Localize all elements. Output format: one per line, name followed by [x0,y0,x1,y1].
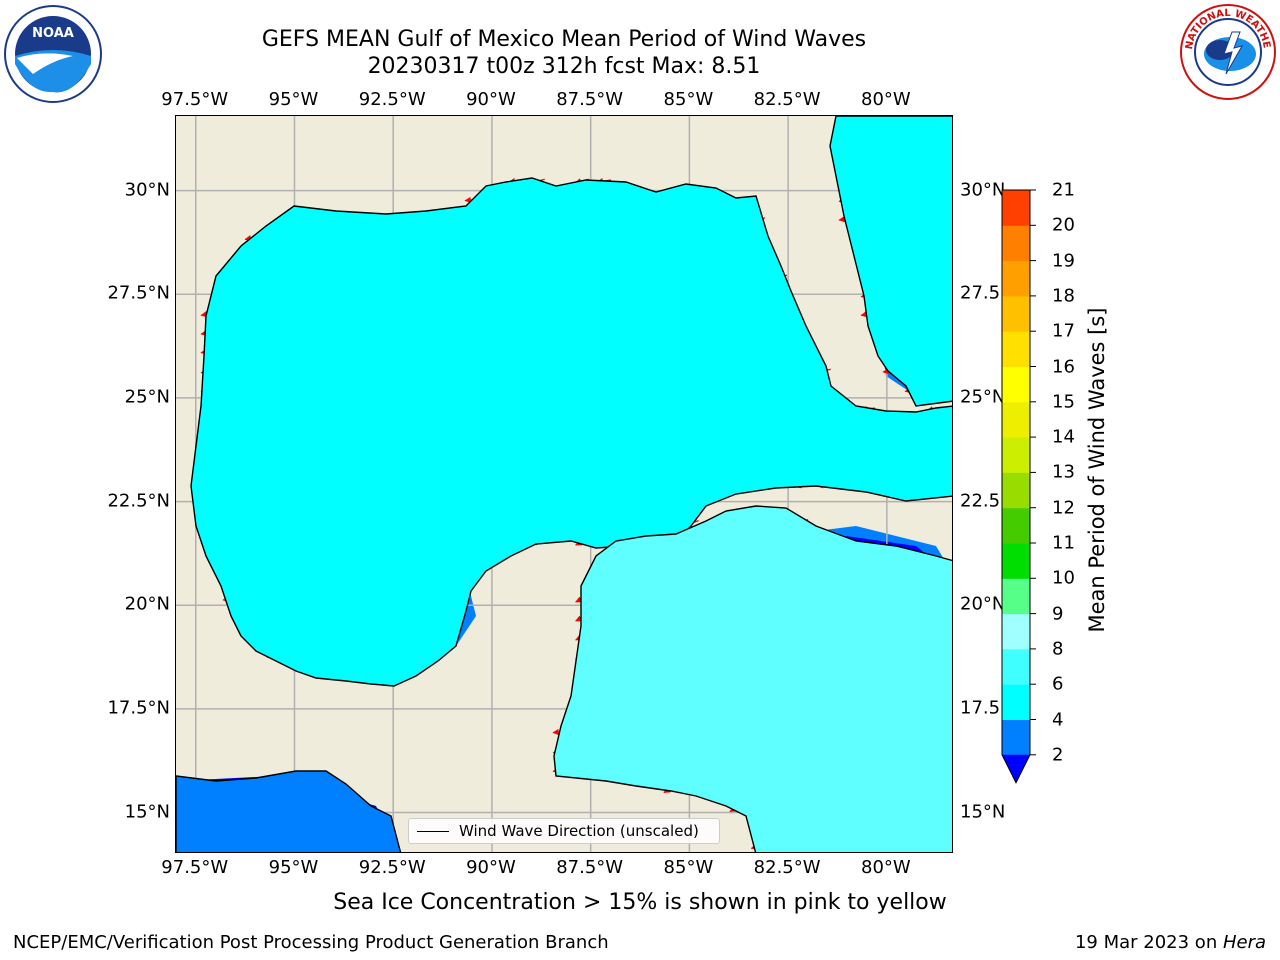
colorbar-bin [1002,507,1030,544]
colorbar-bin [1002,437,1030,473]
chart-subtitle: 20230317 t00z 312h fcst Max: 8.51 [367,54,761,79]
lon-tick-label: 80°W [861,857,911,878]
lon-tick-label: 92.5°W [358,857,426,878]
lon-tick-label: 90°W [466,89,516,110]
colorbar-bin [1002,472,1030,509]
colorbar-tick-label: 4 [1052,709,1064,730]
lat-tick-label-left: 17.5°N [107,697,170,719]
lat-tick-label-left: 20°N [124,593,170,615]
colorbar-outline [1001,189,1031,784]
colorbar-tick-label: 17 [1052,320,1075,342]
lon-tick-label: 82.5°W [753,89,821,110]
noaa-logo-text: NOAA [32,26,74,41]
lat-tick-label-right: 30°N [960,179,1006,201]
colorbar-bin [1002,331,1030,367]
lat-tick-label-right: 17.5 [960,697,1001,719]
lat-tick-label-right: 27.5 [960,282,1001,304]
lon-tick-label: 97.5°W [161,89,229,110]
lon-tick-label: 95°W [268,89,319,110]
chart-title: GEFS MEAN Gulf of Mexico Mean Period of … [261,27,867,52]
legend-line-swatch [417,830,449,832]
colorbar-bin [1002,295,1030,332]
colorbar-under-arrow [1002,754,1030,783]
colorbar-tick-label: 18 [1052,285,1075,307]
colorbar-bin [1002,543,1030,579]
footer-date: 19 Mar 2023 on Hera [1075,932,1266,953]
lon-tick-label: 97.5°W [161,857,229,878]
colorbar-bin [1002,578,1030,615]
colorbar-label: Mean Period of Wind Waves [s] [1085,307,1109,633]
colorbar-tick-label: 10 [1052,567,1075,589]
footer-credit: NCEP/EMC/Verification Post Processing Pr… [13,932,609,953]
lon-tick-label: 92.5°W [358,89,426,110]
colorbar-tick-label: 19 [1052,250,1075,272]
lat-tick-label-right: 25°N [960,386,1006,408]
map-frame [175,115,953,853]
colorbar-tick-label: 21 [1052,179,1075,201]
sea-ice-note: Sea Ice Concentration > 15% is shown in … [333,890,947,915]
lat-tick-label-left: 30°N [124,179,170,201]
colorbar-bin [1002,366,1030,403]
colorbar-tick-label: 12 [1052,497,1075,519]
lon-tick-label: 82.5°W [753,857,821,878]
footer-host: Hera [1222,932,1266,953]
lon-tick-label: 85°W [663,857,714,878]
lat-tick-label-right: 20°N [960,593,1006,615]
colorbar-tick-label: 11 [1052,532,1075,554]
colorbar-tick-label: 9 [1052,603,1064,625]
legend-label: Wind Wave Direction (unscaled) [459,822,699,840]
colorbar-bin [1002,613,1030,650]
colorbar-tick-label: 8 [1052,638,1064,660]
lat-tick-label-left: 15°N [124,801,170,823]
noaa-logo: NOAA [4,5,102,103]
colorbar [1001,189,1036,784]
lon-tick-label: 80°W [861,89,911,110]
lat-tick-label-right: 22.5 [960,490,1001,512]
map-plot [176,116,952,852]
colorbar-tick-label: 16 [1052,356,1075,377]
colorbar-bin [1002,225,1030,262]
colorbar-tick-label: 15 [1052,391,1075,413]
lat-tick-label-right: 15°N [960,801,1006,823]
lon-tick-label: 90°W [466,857,516,878]
lat-tick-label-left: 25°N [124,386,170,408]
lat-tick-label-left: 27.5°N [107,282,170,304]
colorbar-tick-label: 20 [1052,214,1075,236]
colorbar-bin [1002,684,1030,720]
lon-tick-label: 87.5°W [556,89,624,110]
lon-tick-label: 95°W [268,857,319,878]
colorbar-bin [1002,401,1030,438]
colorbar-tick-label: 6 [1052,673,1064,695]
colorbar-tick-label: 14 [1052,426,1075,448]
map-legend: Wind Wave Direction (unscaled) [408,818,720,844]
colorbar-bin [1002,648,1030,685]
colorbar-bin [1002,719,1030,756]
lon-tick-label: 85°W [663,89,714,110]
lon-tick-label: 87.5°W [556,857,624,878]
colorbar-bin [1002,260,1030,297]
footer-date-text: 19 Mar 2023 on [1074,932,1223,953]
colorbar-tick-label: 13 [1052,461,1075,483]
colorbar-tick-label: 2 [1052,744,1064,766]
nws-logo: NATIONAL WEATHER SERVICE [1178,2,1276,100]
lat-tick-label-left: 22.5°N [107,490,170,512]
colorbar-bin [1002,190,1030,226]
